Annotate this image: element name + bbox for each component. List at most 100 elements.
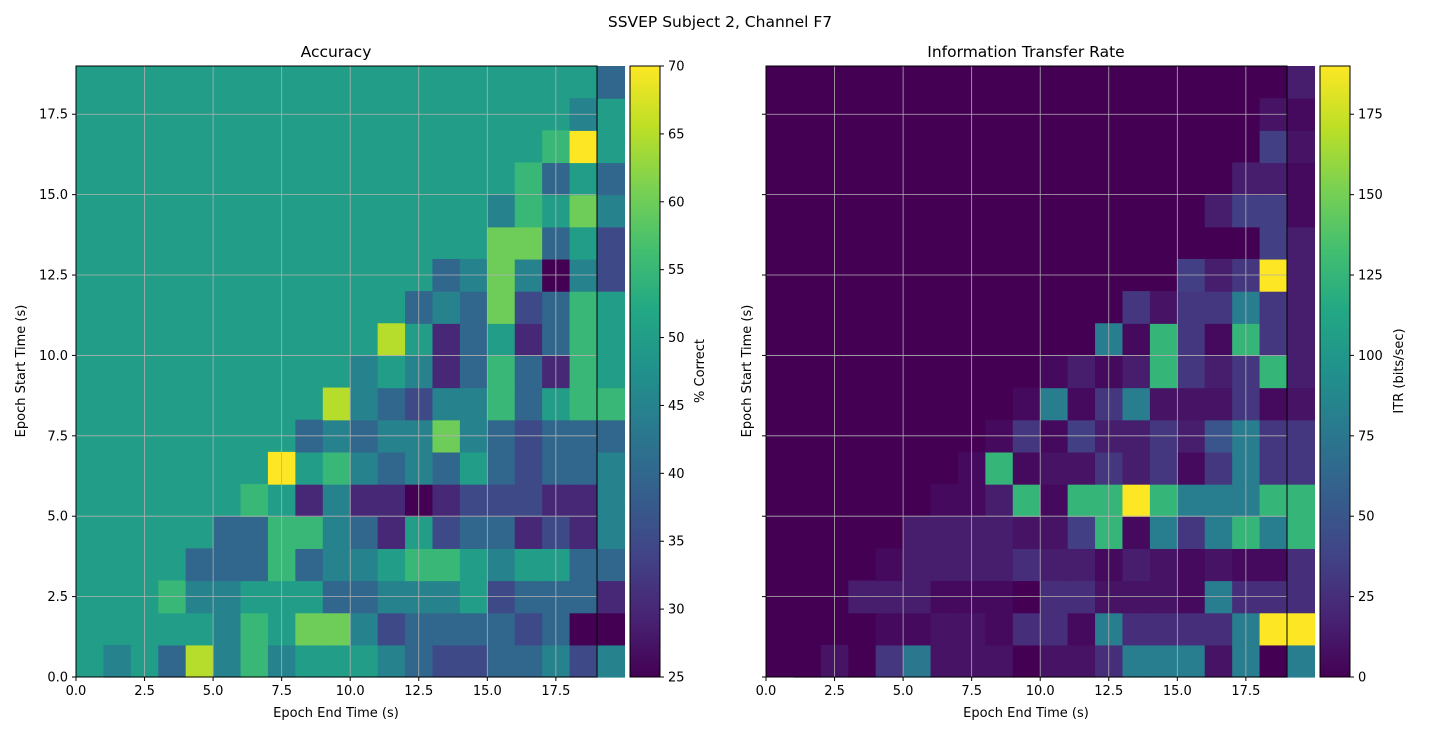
itr-x-axis-label: Epoch End Time (s): [963, 706, 1089, 721]
accuracy-heatmap-cell: [597, 162, 626, 196]
accuracy-heatmap-cell: [514, 612, 543, 646]
itr-heatmap-cell: [1177, 291, 1206, 324]
accuracy-heatmap-cell: [432, 451, 461, 485]
itr-heatmap-cell: [1259, 162, 1288, 196]
accuracy-heatmap-cell: [350, 387, 379, 421]
accuracy-heatmap-cell: [158, 644, 187, 678]
accuracy-heatmap-cell: [295, 451, 324, 485]
itr-heatmap-cell: [848, 644, 877, 678]
itr-heatmap-cell: [1259, 355, 1288, 389]
itr-heatmap-cell: [1177, 355, 1206, 389]
accuracy-heatmap-cell: [350, 484, 379, 517]
accuracy-heatmap-cell: [597, 194, 626, 228]
itr-heatmap-cell: [1149, 548, 1178, 582]
accuracy-heatmap-cell: [597, 258, 626, 292]
itr-x-tick-label: 7.5: [961, 684, 982, 699]
itr-heatmap-cell: [930, 612, 959, 646]
itr-heatmap-cell: [1122, 644, 1151, 678]
accuracy-x-tick-label: 5.0: [203, 684, 224, 699]
accuracy-heatmap-cell: [487, 387, 516, 421]
accuracy-heatmap-cell: [322, 451, 351, 485]
itr-heatmap-cell: [1287, 130, 1316, 164]
itr-heatmap-cell: [1149, 484, 1178, 517]
accuracy-heatmap-cell: [597, 451, 626, 485]
itr-heatmap-cell: [1287, 162, 1316, 196]
itr-heatmap-cell: [1204, 355, 1233, 389]
accuracy-heatmap-cell: [213, 612, 242, 646]
accuracy-x-tick-label: 0.0: [66, 684, 87, 699]
itr-heatmap-cell: [1287, 644, 1316, 678]
accuracy-heatmap-cell: [514, 355, 543, 389]
itr-colorbar-tick-label: 100: [1358, 349, 1383, 364]
itr-heatmap-cell: [903, 612, 932, 646]
itr-grid: [765, 66, 1287, 678]
accuracy-heatmap-cell: [597, 291, 626, 324]
itr-heatmap-cell: [1012, 387, 1041, 421]
itr-heatmap-cell: [1012, 484, 1041, 517]
itr-heatmap-cell: [1122, 323, 1151, 357]
itr-heatmap-cell: [1287, 419, 1316, 453]
accuracy-heatmap-cell: [569, 484, 598, 517]
accuracy-heatmap-cell: [185, 548, 214, 582]
accuracy-heatmap-cell: [487, 355, 516, 389]
itr-heatmap-cell: [1287, 355, 1316, 389]
itr-heatmap-cell: [1204, 548, 1233, 582]
accuracy-heatmap-cell: [569, 130, 598, 164]
itr-heatmap-cell: [1287, 516, 1316, 549]
itr-colorbar-gradient: [1319, 65, 1351, 678]
accuracy-heatmap-cell: [240, 516, 269, 549]
itr-heatmap-cell: [1204, 451, 1233, 485]
accuracy-heatmap-cell: [377, 387, 406, 421]
accuracy-heatmap-cell: [569, 194, 598, 228]
accuracy-heatmap-cell: [185, 644, 214, 678]
itr-heatmap-cell: [1040, 612, 1069, 646]
accuracy-heatmap-cell: [514, 226, 543, 260]
itr-heatmap-cell: [1259, 194, 1288, 228]
itr-heatmap-cell: [985, 612, 1014, 646]
accuracy-heatmap-cell: [597, 387, 626, 421]
accuracy-heatmap-cell: [597, 130, 626, 164]
accuracy-heatmap-cell: [377, 451, 406, 485]
accuracy-colorbar-tick-label: 70: [668, 60, 685, 75]
accuracy-heatmap-cell: [487, 194, 516, 228]
figure-title: SSVEP Subject 2, Channel F7: [608, 13, 832, 31]
itr-heatmap-cell: [1067, 644, 1096, 678]
itr-heatmap-cell: [1259, 130, 1288, 164]
accuracy-heatmap-cell: [295, 548, 324, 582]
accuracy-heatmap: [76, 66, 626, 678]
accuracy-heatmap-cell: [350, 516, 379, 549]
accuracy-heatmap-cell: [295, 644, 324, 678]
accuracy-heatmap-cell: [295, 484, 324, 517]
itr-heatmap-cell: [903, 516, 932, 549]
accuracy-x-tick-label: 17.5: [541, 684, 570, 699]
accuracy-heatmap-cell: [487, 291, 516, 324]
itr-heatmap-cell: [1122, 612, 1151, 646]
itr-heatmap-cell: [1259, 548, 1288, 582]
accuracy-heatmap-cell: [459, 484, 488, 517]
accuracy-y-tick-label: 15.0: [39, 188, 68, 203]
itr-heatmap-cell: [1067, 355, 1096, 389]
accuracy-y-tick-label: 12.5: [39, 269, 68, 284]
itr-heatmap-cell: [1040, 644, 1069, 678]
itr-y-axis-label: Epoch Start Time (s): [740, 305, 755, 438]
itr-heatmap-cell: [1149, 451, 1178, 485]
accuracy-heatmap-cell: [569, 162, 598, 196]
itr-heatmap-cell: [1012, 516, 1041, 549]
itr-heatmap-cell: [1067, 612, 1096, 646]
itr-heatmap-cell: [1287, 387, 1316, 421]
accuracy-heatmap-cell: [432, 323, 461, 357]
itr-x-ticks: 0.0 2.5 5.0 7.5 10.0 12.5 15.0 17.5: [756, 677, 1260, 699]
itr-heatmap-cell: [1287, 548, 1316, 582]
itr-heatmap-cell: [1149, 291, 1178, 324]
accuracy-heatmap-cell: [213, 644, 242, 678]
itr-heatmap-cell: [1149, 387, 1178, 421]
accuracy-y-ticks: 0.0 2.5 5.0 7.5 10.0 12.5 15.0 17.5: [39, 108, 76, 686]
itr-heatmap-cell: [1204, 387, 1233, 421]
itr-heatmap-cell: [1012, 548, 1041, 582]
accuracy-heatmap-cell: [597, 644, 626, 678]
itr-heatmap-cell: [1287, 194, 1316, 228]
itr-heatmap-cell: [875, 612, 904, 646]
accuracy-heatmap-cell: [514, 162, 543, 196]
itr-colorbar: 0 25 50 75 100 125 150 175: [1319, 65, 1383, 686]
accuracy-heatmap-cell: [597, 516, 626, 549]
